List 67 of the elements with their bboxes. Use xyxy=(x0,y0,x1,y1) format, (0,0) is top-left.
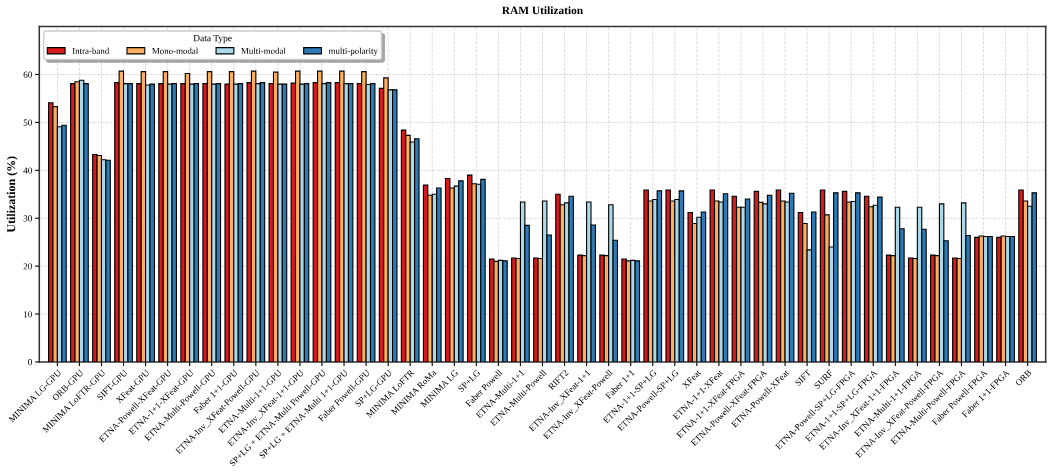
bar xyxy=(599,254,605,362)
bar xyxy=(665,189,671,362)
bar xyxy=(391,89,398,362)
bar xyxy=(303,83,310,362)
bar xyxy=(436,187,442,362)
y-tick-label: 10 xyxy=(24,311,33,318)
bar xyxy=(127,83,133,362)
bar xyxy=(700,211,707,362)
y-axis-title: Utilization (%) xyxy=(6,156,18,233)
bar xyxy=(577,254,583,362)
legend-label: multi-polarity xyxy=(328,47,378,56)
y-tick-label: 60 xyxy=(23,71,33,78)
bar xyxy=(978,235,985,362)
bar xyxy=(171,83,178,362)
bar xyxy=(709,189,716,362)
bar xyxy=(788,192,795,362)
bar xyxy=(61,124,67,362)
bar xyxy=(1031,192,1037,362)
legend-label: Multi-modal xyxy=(241,47,286,54)
y-tick-label: 30 xyxy=(23,215,33,222)
bar xyxy=(215,83,222,362)
bar xyxy=(678,190,685,362)
y-tick-label: 50 xyxy=(23,119,33,126)
y-tick-label: 40 xyxy=(23,167,33,174)
bar xyxy=(877,196,883,362)
bar xyxy=(458,180,464,362)
bar xyxy=(656,190,663,362)
bar xyxy=(369,83,376,362)
bar xyxy=(502,260,508,362)
bar xyxy=(480,178,486,362)
bar xyxy=(52,106,58,362)
bar xyxy=(621,258,627,362)
bar xyxy=(810,211,817,362)
bar xyxy=(833,192,839,362)
bar xyxy=(1009,235,1015,362)
bar xyxy=(414,138,420,362)
bar xyxy=(259,82,266,362)
bar xyxy=(1018,189,1024,362)
legend-title: Data Type xyxy=(193,34,232,44)
bar xyxy=(149,83,155,362)
bar xyxy=(74,81,80,362)
bar xyxy=(855,192,861,362)
y-tick-label: 0 xyxy=(28,359,33,366)
bar xyxy=(281,83,288,362)
bar xyxy=(325,82,332,362)
legend-label: Mono-modal xyxy=(152,47,199,54)
bar xyxy=(731,195,738,362)
bar xyxy=(347,83,354,362)
chart-title: RAM Utilization xyxy=(502,6,583,15)
bar xyxy=(766,194,773,362)
bar xyxy=(493,260,499,362)
y-tick-label: 20 xyxy=(23,263,33,270)
bar xyxy=(237,83,244,362)
bar xyxy=(105,159,111,362)
bar xyxy=(568,195,574,362)
bar xyxy=(987,235,993,362)
bar xyxy=(643,189,649,362)
bar xyxy=(744,198,751,362)
bar xyxy=(118,70,125,362)
bar xyxy=(996,236,1002,362)
legend-label: Intra-band xyxy=(72,47,110,54)
bar xyxy=(193,83,200,362)
bar xyxy=(687,211,693,362)
bar xyxy=(722,193,729,362)
bar xyxy=(96,154,103,362)
bar xyxy=(83,83,89,362)
bar xyxy=(634,260,641,362)
